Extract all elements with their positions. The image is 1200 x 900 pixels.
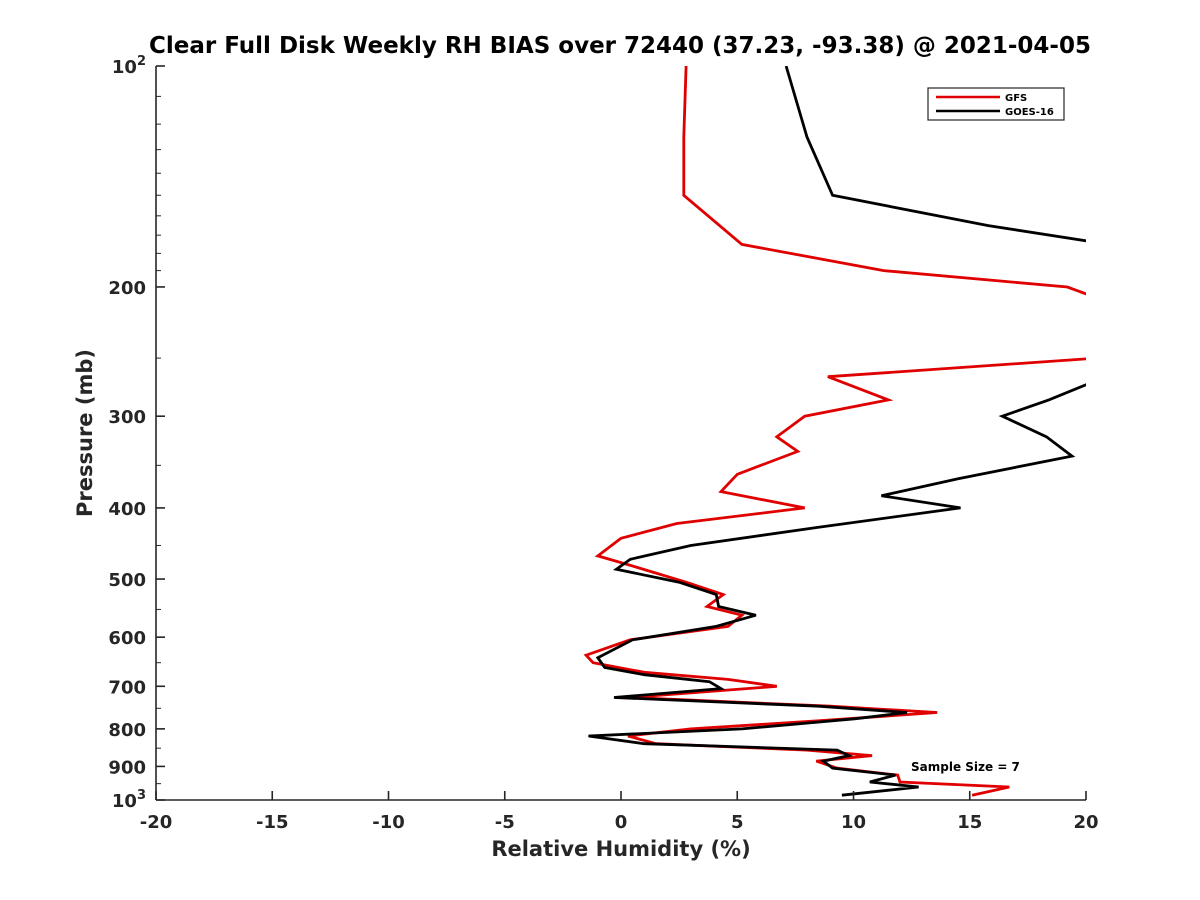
x-tick-label: -20 (140, 812, 173, 833)
series-line-goes16 (588, 66, 1086, 797)
x-tick-label: 10 (841, 812, 866, 833)
plot-area: -20 -15 -10 -5 0 5 10 15 20 102 200 300 400 500 600 70… (108, 54, 1099, 833)
legend-box (927, 87, 1065, 121)
legend-label-gfs: GFS (1005, 93, 1027, 104)
x-tick-label: 5 (731, 812, 744, 833)
y-tick-label: 900 (108, 757, 146, 778)
x-tick-label: -5 (495, 812, 515, 833)
x-tick-label: -10 (372, 812, 405, 833)
x-tick-label: 20 (1073, 812, 1098, 833)
x-axis-ticks: -20 -15 -10 -5 0 5 10 15 20 (140, 791, 1099, 833)
y-axis-ticks: 102 200 300 400 500 600 700 800 900 103 (108, 54, 165, 812)
x-tick-label: 15 (957, 812, 982, 833)
y-tick-label: 800 (108, 720, 146, 741)
sample-size-annotation: Sample Size = 7 (911, 760, 1020, 774)
legend: GFS GOES-16 (927, 87, 1065, 121)
y-tick-label: 102 (112, 54, 146, 78)
y-tick-label: 500 (108, 570, 146, 591)
y-tick-label: 600 (108, 628, 146, 649)
y-tick-label: 700 (108, 677, 146, 698)
y-tick-label: 103 (112, 788, 146, 812)
chart-title: Clear Full Disk Weekly RH BIAS over 7244… (149, 33, 1091, 59)
y-tick-label: 400 (108, 499, 146, 520)
y-axis-label: Pressure (mb) (73, 349, 97, 517)
y-tick-label: 200 (108, 278, 146, 299)
x-tick-label: 0 (615, 812, 628, 833)
series-layer (583, 66, 1086, 797)
y-tick-label: 300 (108, 407, 146, 428)
x-axis-label: Relative Humidity (%) (491, 837, 750, 861)
legend-label-goes16: GOES-16 (1005, 107, 1054, 118)
x-tick-label: -15 (256, 812, 289, 833)
